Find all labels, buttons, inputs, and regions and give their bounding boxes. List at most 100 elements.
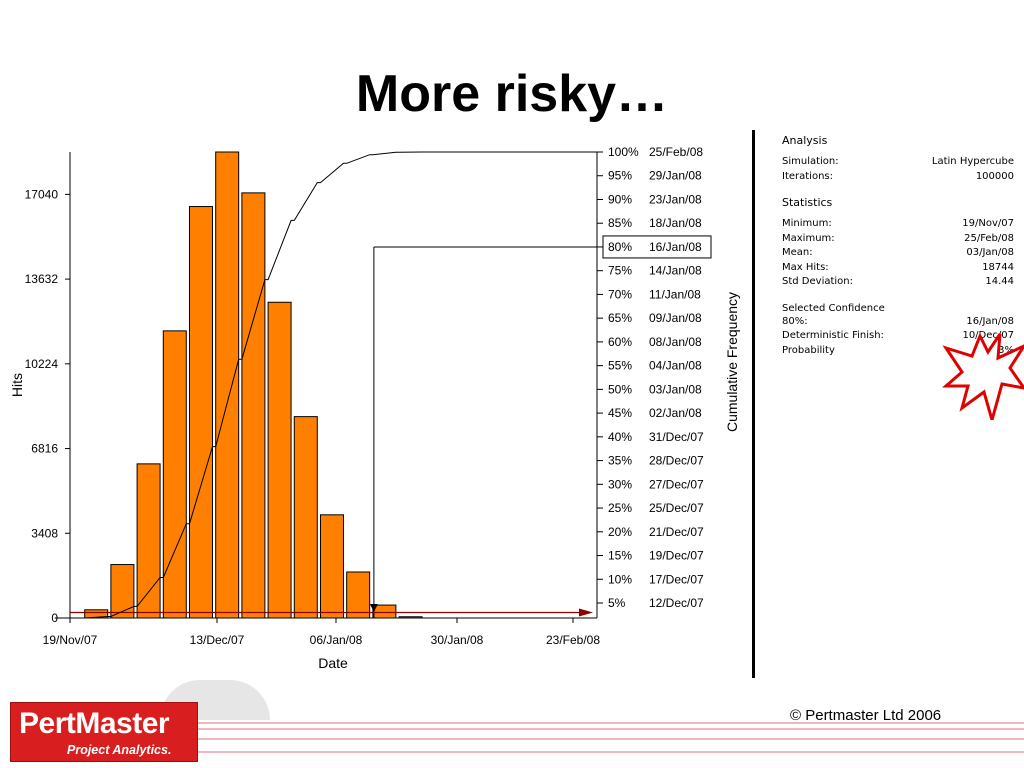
histogram-bar [293,416,318,619]
cumulative-percent-label: 70% [608,287,632,301]
cumulative-date-label: 16/Jan/08 [649,240,702,254]
cumulative-date-label: 21/Dec/07 [649,525,704,539]
x-tick-label: 19/Nov/07 [43,633,98,647]
histogram-bar [188,206,213,619]
slide-title: More risky… [355,65,669,123]
cumulative-date-label: 31/Dec/07 [649,430,704,444]
stat-value: 25/Feb/08 [964,232,1014,244]
cumulative-curve-layer [54,151,597,619]
bars-layer [84,151,423,619]
pertmaster-logo: PertMaster Project Analytics. [10,702,198,762]
cumulative-percent-label: 60% [608,335,632,349]
stat-row: Deterministic Finish: 10/Dec/07 [782,329,1014,344]
stat-label: Maximum: [782,232,835,244]
cumulative-percent-label: 55% [608,359,632,373]
stat-label: Minimum: [782,218,832,229]
axes-layer [65,151,712,623]
confidence-arrow-down [369,604,378,612]
stat-row: Mean: 03/Jan/08 [782,246,1014,261]
cumulative-date-label: 29/Jan/08 [649,169,702,183]
cumulative-date-label: 08/Jan/08 [649,335,702,349]
warning-burst-icon [942,332,1024,420]
x-tick-label: 30/Jan/08 [431,633,484,647]
stat-label: Iterations: [782,170,833,182]
risk-histogram-chart: 0 3408 6816 10224 13632 17040 19/Nov/07 13/Dec/… [9,145,740,671]
stat-row: Minimum: 19/Nov/07 [782,217,1014,232]
cumulative-date-label: 14/Jan/08 [649,264,702,278]
cumulative-percent-label: 50% [608,382,632,396]
stat-value: 10/Dec/07 [962,330,1014,341]
cumulative-percent-label: 10% [608,572,632,586]
histogram-bar [267,301,292,619]
y-tick-label: 6816 [31,442,58,456]
x-tick-label: 13/Dec/07 [190,633,245,647]
analysis-heading: Analysis [782,134,828,147]
cumulative-date-label: 09/Jan/08 [649,311,702,325]
histogram-bar [136,463,161,619]
stat-row: Std Deviation: 14.44 [782,275,1014,290]
cumulative-percent-label: 5% [608,596,626,610]
cumulative-percent-label: 100% [608,145,639,159]
stat-value: 03/Jan/08 [966,247,1014,258]
cumulative-percent-label: 15% [608,549,632,563]
statistics-heading: Statistics [782,196,833,209]
histogram-bar [215,151,240,619]
stat-label: Max Hits: [782,261,829,273]
cumulative-percent-label: 65% [608,311,632,325]
stat-row: Selected Confidence [782,302,1014,315]
stat-label: Deterministic Finish: [782,330,884,341]
cumulative-percent-label: 20% [608,525,632,539]
cumulative-curve [54,151,597,619]
cumulative-percent-label: 75% [608,264,632,278]
stat-label: Std Deviation: [782,276,853,287]
x-tick-label: 23/Feb/08 [546,633,600,647]
footer-rule-lines [190,722,1024,753]
stat-value: 100000 [975,170,1014,182]
stat-value: Latin Hypercube [931,156,1014,167]
cumulative-date-label: 27/Dec/07 [649,477,704,491]
stat-value: 14.44 [985,276,1014,287]
stat-value: 16/Jan/08 [966,315,1014,327]
cumulative-percent-label: 85% [608,216,632,230]
stat-value: 19/Nov/07 [962,218,1014,229]
stat-row: Iterations: 100000 [782,170,1014,185]
y-tick-label: 3408 [31,526,58,540]
panel-divider [752,130,755,678]
cumulative-date-label: 03/Jan/08 [649,382,702,396]
stat-value: 3% [998,344,1014,356]
y-tick-label: 10224 [25,357,59,371]
cumulative-date-label: 19/Dec/07 [649,549,704,563]
cumulative-percent-label: 80% [608,240,632,254]
cumulative-date-label: 02/Jan/08 [649,406,702,420]
stat-row: Maximum: 25/Feb/08 [782,232,1014,247]
stat-label: 80%: [782,315,808,327]
histogram-bar [241,192,266,619]
y-tick-label: 13632 [25,272,59,286]
logo-sub-text: Project Analytics. [67,743,172,757]
logo-main-text: PertMaster [19,707,170,740]
y-axis-title: Hits [9,373,25,397]
cumulative-date-label: 12/Dec/07 [649,596,704,610]
highlight-confidence-box [602,235,712,259]
cumulative-percent-label: 40% [608,430,632,444]
stat-value: 18744 [982,261,1014,273]
stat-label: Probability [782,344,835,356]
y-tick-label: 0 [51,611,58,625]
axis-labels-layer: 0 3408 6816 10224 13632 17040 19/Nov/07 13/Dec/… [9,145,740,671]
deterministic-arrow [579,608,593,617]
stat-row: Probability 3% [782,344,1014,359]
histogram-bar [346,571,371,619]
cumulative-percent-label: 95% [608,169,632,183]
stat-row: Max Hits: 18744 [782,261,1014,276]
stat-row: 80%: 16/Jan/08 [782,315,1014,330]
cumulative-date-label: 04/Jan/08 [649,359,702,373]
cumulative-date-label: 25/Dec/07 [649,501,704,515]
cumulative-percent-label: 35% [608,454,632,468]
y-tick-label: 17040 [25,187,59,201]
y2-axis-title: Cumulative Frequency [724,292,740,432]
cumulative-date-label: 28/Dec/07 [649,454,704,468]
copyright-notice: © Pertmaster Ltd 2006 [790,707,942,724]
histogram-bar [110,564,135,619]
cumulative-percent-label: 25% [608,501,632,515]
x-tick-label: 06/Jan/08 [310,633,363,647]
